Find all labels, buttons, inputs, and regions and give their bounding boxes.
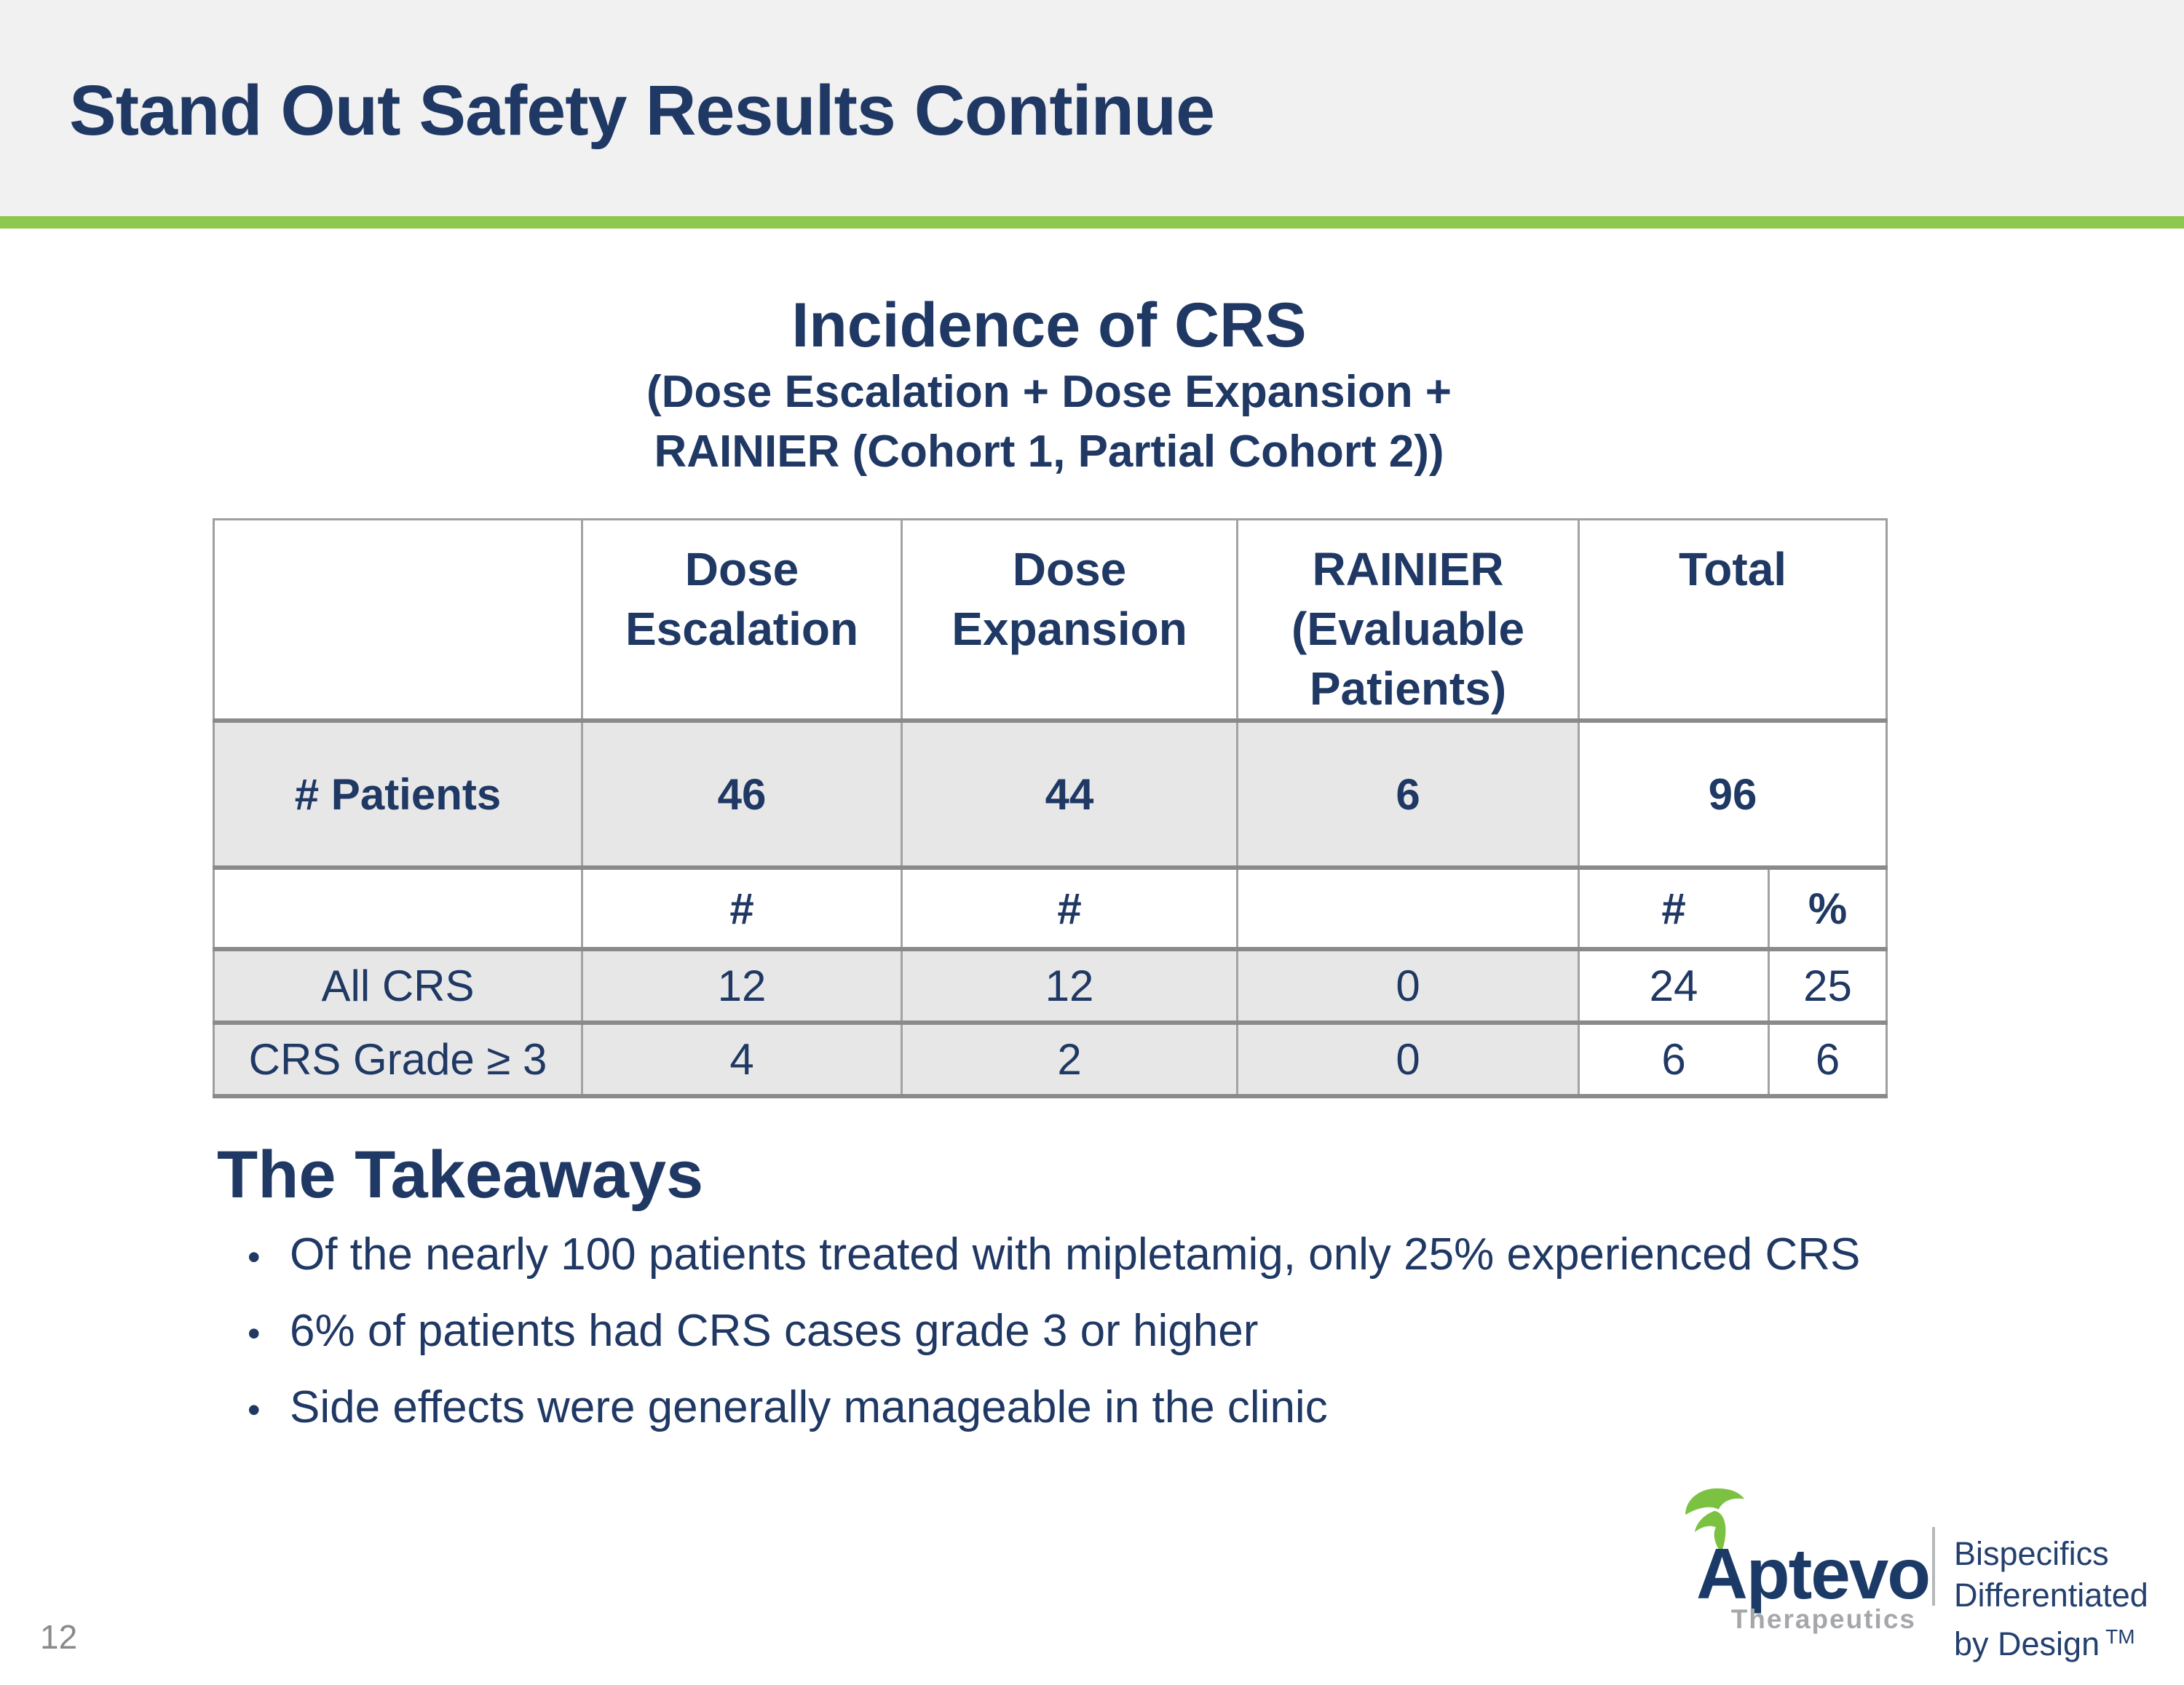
table-row-patients: # Patients 46 44 6 96 (213, 721, 1887, 870)
crs-incidence-table: Dose Escalation Dose Expansion RAINIER (… (213, 518, 1888, 1098)
takeaway-bullet-3-text: Side effects were generally manageable i… (290, 1382, 1328, 1432)
crs-grade-dose-expansion: 2 (901, 1023, 1238, 1098)
aptevo-brand-text: Aptevo (1696, 1534, 1931, 1614)
units-total-number: # (1578, 868, 1769, 951)
column-header-rainier: RAINIER (Evaluable Patients) (1236, 519, 1579, 723)
patients-total: 96 (1578, 721, 1887, 870)
units-dose-expansion: # (901, 868, 1238, 951)
crs-grade-total-number: 6 (1578, 1023, 1769, 1098)
table-row-units: # # # % (213, 868, 1887, 951)
logo-divider-line (1932, 1527, 1935, 1606)
crs-grade-dose-escalation: 4 (581, 1023, 902, 1098)
green-divider-bar (0, 216, 2184, 229)
row-label-patients: # Patients (213, 721, 582, 870)
bullet-dot-icon: • (248, 1389, 261, 1430)
bullet-dot-icon: • (248, 1313, 261, 1354)
table-row-crs-grade-3: CRS Grade ≥ 3 4 2 0 6 6 (213, 1023, 1887, 1098)
column-header-dose-expansion: Dose Expansion (901, 519, 1238, 723)
page-number: 12 (40, 1618, 78, 1656)
table-subtitle-line2: RAINIER (Cohort 1, Partial Cohort 2)) (654, 427, 1444, 477)
table-corner-cell (213, 519, 582, 723)
table-subtitle-line1: (Dose Escalation + Dose Expansion + (646, 367, 1452, 417)
patients-dose-expansion: 44 (901, 721, 1238, 870)
column-header-total: Total (1578, 519, 1887, 723)
units-rainier (1236, 868, 1579, 951)
table-title-block: Incidence of CRS (Dose Escalation + Dose… (213, 288, 1886, 482)
units-label-cell (213, 868, 582, 951)
trademark-symbol: TM (2105, 1625, 2135, 1648)
takeaway-bullet-2: • 6% of patients had CRS cases grade 3 o… (0, 1305, 2184, 1381)
patients-rainier: 6 (1236, 721, 1579, 870)
crs-grade-rainier: 0 (1236, 1023, 1579, 1098)
crs-grade-total-percent: 6 (1768, 1023, 1887, 1098)
all-crs-dose-expansion: 12 (901, 949, 1238, 1025)
slide-title: Stand Out Safety Results Continue (69, 71, 1215, 150)
table-row-all-crs: All CRS 12 12 0 24 25 (213, 949, 1887, 1025)
takeaways-heading: The Takeaways (217, 1138, 704, 1212)
all-crs-rainier: 0 (1236, 949, 1579, 1025)
table-title: Incidence of CRS (791, 290, 1307, 360)
column-header-dose-escalation: Dose Escalation (581, 519, 902, 723)
logo-tagline-line1: Bispecifics (1954, 1535, 2109, 1572)
all-crs-total-percent: 25 (1768, 949, 1887, 1025)
logo-tagline-line3: by Design TM (1954, 1616, 2148, 1665)
takeaway-bullet-1: • Of the nearly 100 patients treated wit… (0, 1229, 2184, 1305)
aptevo-bird-icon (1685, 1488, 1745, 1553)
takeaway-bullet-1-text: Of the nearly 100 patients treated with … (290, 1229, 1861, 1280)
row-label-crs-grade-3: CRS Grade ≥ 3 (213, 1023, 582, 1098)
aptevo-brand-subtext: Therapeutics (1730, 1604, 1916, 1634)
header-band (0, 0, 2184, 216)
takeaway-bullet-3: • Side effects were generally manageable… (0, 1381, 2184, 1458)
bullet-dot-icon: • (248, 1237, 261, 1277)
takeaway-bullet-2-text: 6% of patients had CRS cases grade 3 or … (290, 1306, 1259, 1356)
logo-tagline: Bispecifics Differentiated by Design TM (1954, 1533, 2148, 1665)
takeaways-bullet-list: • Of the nearly 100 patients treated wit… (0, 1229, 2184, 1458)
logo-tagline-line3-text: by Design (1954, 1625, 2100, 1662)
patients-dose-escalation: 46 (581, 721, 902, 870)
units-dose-escalation: # (581, 868, 902, 951)
logo-tagline-line2: Differentiated (1954, 1577, 2148, 1614)
all-crs-dose-escalation: 12 (581, 949, 902, 1025)
units-total-percent: % (1768, 868, 1887, 951)
all-crs-total-number: 24 (1578, 949, 1769, 1025)
table-header-row: Dose Escalation Dose Expansion RAINIER (… (213, 519, 1887, 723)
row-label-all-crs: All CRS (213, 949, 582, 1025)
